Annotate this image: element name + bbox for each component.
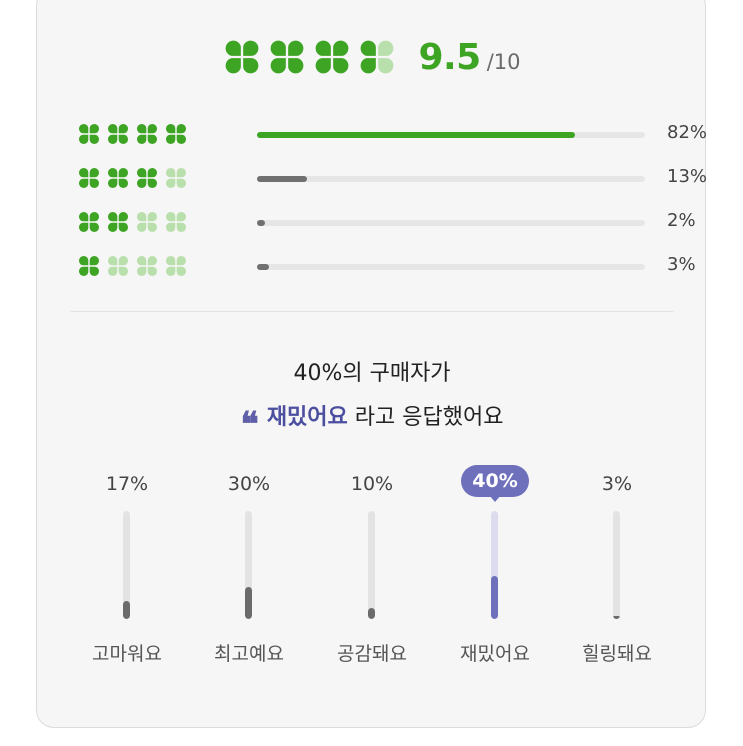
clover-icon [77, 255, 101, 277]
reaction-healing: 3% 힐링돼요 [557, 465, 677, 675]
rating-card: 9.5 /10 82% 13% 2% 3% 40%의 구매자가 ❝ 재밌어요 라… [36, 0, 707, 728]
reaction-bar-track [613, 511, 620, 619]
clover-icon [268, 39, 306, 75]
clover-icon [77, 167, 101, 189]
reaction-label: 고마워요 [92, 643, 162, 665]
rating-bar-track [257, 264, 645, 270]
reaction-bar-fill [123, 600, 130, 619]
reaction-relatable: 10% 공감돼요 [312, 465, 432, 675]
rating-row-3: 13% [77, 165, 707, 191]
section-divider [71, 311, 673, 312]
reaction-percent-badge: 40% [461, 465, 529, 497]
quote-icon: ❝ [240, 405, 259, 445]
rating-percent: 3% [667, 254, 696, 275]
clover-icon [106, 211, 130, 233]
empty-clover-icon [106, 255, 130, 277]
half-clover-icon [358, 39, 396, 75]
reaction-bar-track [123, 511, 130, 619]
clover-icon [106, 123, 130, 145]
score-header: 9.5 /10 [37, 35, 707, 79]
reaction-bar-fill [245, 586, 252, 619]
reaction-label: 힐링돼요 [582, 643, 652, 665]
reaction-label: 재밌어요 [460, 643, 530, 665]
empty-clover-icon [164, 211, 188, 233]
summary-highlight: 재밌어요 [266, 405, 348, 430]
empty-clover-icon [164, 255, 188, 277]
score-clovers [223, 39, 396, 75]
clover-icon [77, 211, 101, 233]
reaction-thanks: 17% 고마워요 [67, 465, 187, 675]
rating-percent: 82% [667, 122, 708, 143]
reaction-fun: 40% 재밌어요 [435, 465, 555, 675]
reaction-percent: 17% [105, 473, 149, 495]
rating-bar-track [257, 176, 645, 182]
rating-bar-track [257, 220, 645, 226]
summary-response: ❝ 재밌어요 라고 응답했어요 [37, 399, 707, 445]
reaction-bar-fill [613, 615, 620, 619]
clover-icon [135, 123, 159, 145]
clover-icon [223, 39, 261, 75]
rating-bar-track [257, 132, 645, 138]
rating-percent: 13% [667, 166, 708, 187]
rating-bar-fill [257, 264, 269, 270]
reaction-label: 최고예요 [214, 643, 284, 665]
reaction-percent: 10% [350, 473, 394, 495]
row-clovers [77, 211, 188, 233]
empty-clover-icon [164, 167, 188, 189]
rating-row-1: 3% [77, 253, 696, 279]
empty-clover-icon [135, 211, 159, 233]
reaction-bar-track [245, 511, 252, 619]
reaction-bar-fill [491, 575, 498, 619]
badge-pointer [489, 495, 501, 502]
rating-row-2: 2% [77, 209, 696, 235]
rating-row-4: 82% [77, 121, 707, 147]
summary-suffix: 라고 응답했어요 [354, 405, 504, 430]
reaction-best: 30% 최고예요 [189, 465, 309, 675]
reaction-label: 공감돼요 [337, 643, 407, 665]
rating-bar-fill [257, 132, 576, 138]
row-clovers [77, 255, 188, 277]
empty-clover-icon [135, 255, 159, 277]
clover-icon [164, 123, 188, 145]
score-max: /10 [486, 50, 521, 74]
row-clovers [77, 167, 188, 189]
reaction-bar-track [491, 511, 498, 619]
reaction-percent: 3% [601, 473, 633, 495]
score-value: 9.5 [418, 36, 481, 78]
summary-line: 40%의 구매자가 [293, 361, 451, 386]
rating-bar-fill [257, 176, 308, 182]
reaction-bar-track [368, 511, 375, 619]
rating-percent: 2% [667, 210, 696, 231]
clover-icon [77, 123, 101, 145]
row-clovers [77, 123, 188, 145]
clover-icon [313, 39, 351, 75]
rating-bar-fill [257, 220, 265, 226]
clover-icon [106, 167, 130, 189]
clover-icon [135, 167, 159, 189]
reaction-bar-fill [368, 608, 375, 619]
reaction-percent: 30% [227, 473, 271, 495]
